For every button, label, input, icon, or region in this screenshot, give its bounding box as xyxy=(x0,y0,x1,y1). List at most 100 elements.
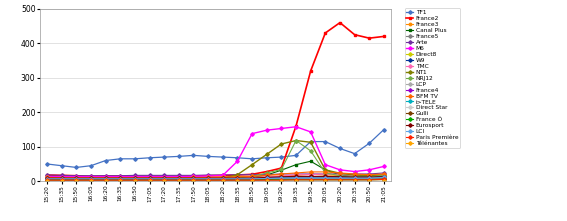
M6 xyxy=(307,131,314,133)
TMC xyxy=(102,176,109,179)
LCP xyxy=(322,177,329,179)
W9 xyxy=(190,177,197,179)
France5 xyxy=(366,176,373,179)
W9 xyxy=(351,175,358,178)
BFM TV xyxy=(219,176,226,178)
France4 xyxy=(161,177,168,180)
France5 xyxy=(44,176,50,179)
Line: Direct Star: Direct Star xyxy=(46,177,385,181)
France Ô xyxy=(366,179,373,181)
Paris Première xyxy=(322,179,329,181)
W9 xyxy=(293,175,299,178)
Eurosport xyxy=(190,177,197,179)
Arte xyxy=(58,174,65,177)
NRJ12 xyxy=(322,172,329,174)
LCP xyxy=(337,177,344,179)
Eurosport xyxy=(132,177,138,179)
France4 xyxy=(175,177,182,180)
LCI xyxy=(161,177,168,180)
Arte xyxy=(278,173,285,175)
France5 xyxy=(307,176,314,179)
Direct8 xyxy=(44,177,50,180)
France5 xyxy=(58,176,65,179)
NRJ12 xyxy=(351,175,358,178)
Gulli xyxy=(146,178,153,181)
NRJ12 xyxy=(249,175,256,178)
NT1 xyxy=(87,177,94,180)
Gulli xyxy=(175,178,182,181)
France Ô xyxy=(293,179,299,181)
Télénantes xyxy=(380,179,387,182)
NT1 xyxy=(278,143,285,145)
i>TELE xyxy=(146,177,153,180)
NT1 xyxy=(234,173,241,176)
TF1 xyxy=(293,154,299,157)
i>TELE xyxy=(219,177,226,180)
France2 xyxy=(234,174,241,176)
i>TELE xyxy=(234,177,241,180)
TF1 xyxy=(337,147,344,150)
Line: NRJ12: NRJ12 xyxy=(46,139,385,180)
Direct8 xyxy=(234,177,241,180)
TMC xyxy=(366,174,373,177)
W9 xyxy=(146,177,153,179)
Paris Première xyxy=(366,179,373,181)
Line: LCP: LCP xyxy=(46,176,385,180)
NT1 xyxy=(44,177,50,180)
i>TELE xyxy=(132,177,138,180)
France3 xyxy=(87,175,94,178)
France5 xyxy=(249,176,256,179)
Paris Première xyxy=(190,179,197,181)
Paris Première xyxy=(161,179,168,181)
Direct8 xyxy=(278,177,285,180)
TF1 xyxy=(307,140,314,143)
Direct Star xyxy=(87,178,94,181)
BFM TV xyxy=(337,172,344,174)
Direct Star xyxy=(146,178,153,181)
LCI xyxy=(58,177,65,180)
Gulli xyxy=(234,178,241,181)
TMC xyxy=(278,175,285,177)
LCP xyxy=(117,177,124,180)
France4 xyxy=(219,177,226,180)
TF1 xyxy=(263,156,270,159)
NRJ12 xyxy=(132,177,138,180)
Direct8 xyxy=(161,177,168,180)
Gulli xyxy=(132,178,138,181)
W9 xyxy=(366,175,373,178)
Eurosport xyxy=(278,175,285,178)
Direct8 xyxy=(249,177,256,180)
NT1 xyxy=(102,177,109,180)
BFM TV xyxy=(44,176,50,179)
i>TELE xyxy=(175,177,182,180)
France2 xyxy=(73,174,80,177)
Gulli xyxy=(205,178,211,181)
Paris Première xyxy=(278,179,285,181)
France3 xyxy=(205,175,211,178)
Direct Star xyxy=(117,178,124,181)
Eurosport xyxy=(234,177,241,179)
TMC xyxy=(205,176,211,179)
NT1 xyxy=(322,169,329,171)
Direct8 xyxy=(307,177,314,179)
Direct Star xyxy=(58,178,65,181)
TF1 xyxy=(205,155,211,158)
France Ô xyxy=(132,179,138,181)
TF1 xyxy=(366,142,373,145)
Télénantes xyxy=(132,179,138,182)
France Ô xyxy=(337,179,344,181)
Direct Star xyxy=(293,178,299,181)
NRJ12 xyxy=(278,168,285,171)
Arte xyxy=(366,173,373,175)
W9 xyxy=(307,175,314,178)
France2 xyxy=(351,33,358,36)
Direct8 xyxy=(146,177,153,180)
France2 xyxy=(205,174,211,177)
M6 xyxy=(175,175,182,178)
i>TELE xyxy=(307,177,314,179)
France4 xyxy=(307,177,314,179)
TF1 xyxy=(219,156,226,158)
Arte xyxy=(337,173,344,175)
France2 xyxy=(58,174,65,177)
TMC xyxy=(190,176,197,179)
